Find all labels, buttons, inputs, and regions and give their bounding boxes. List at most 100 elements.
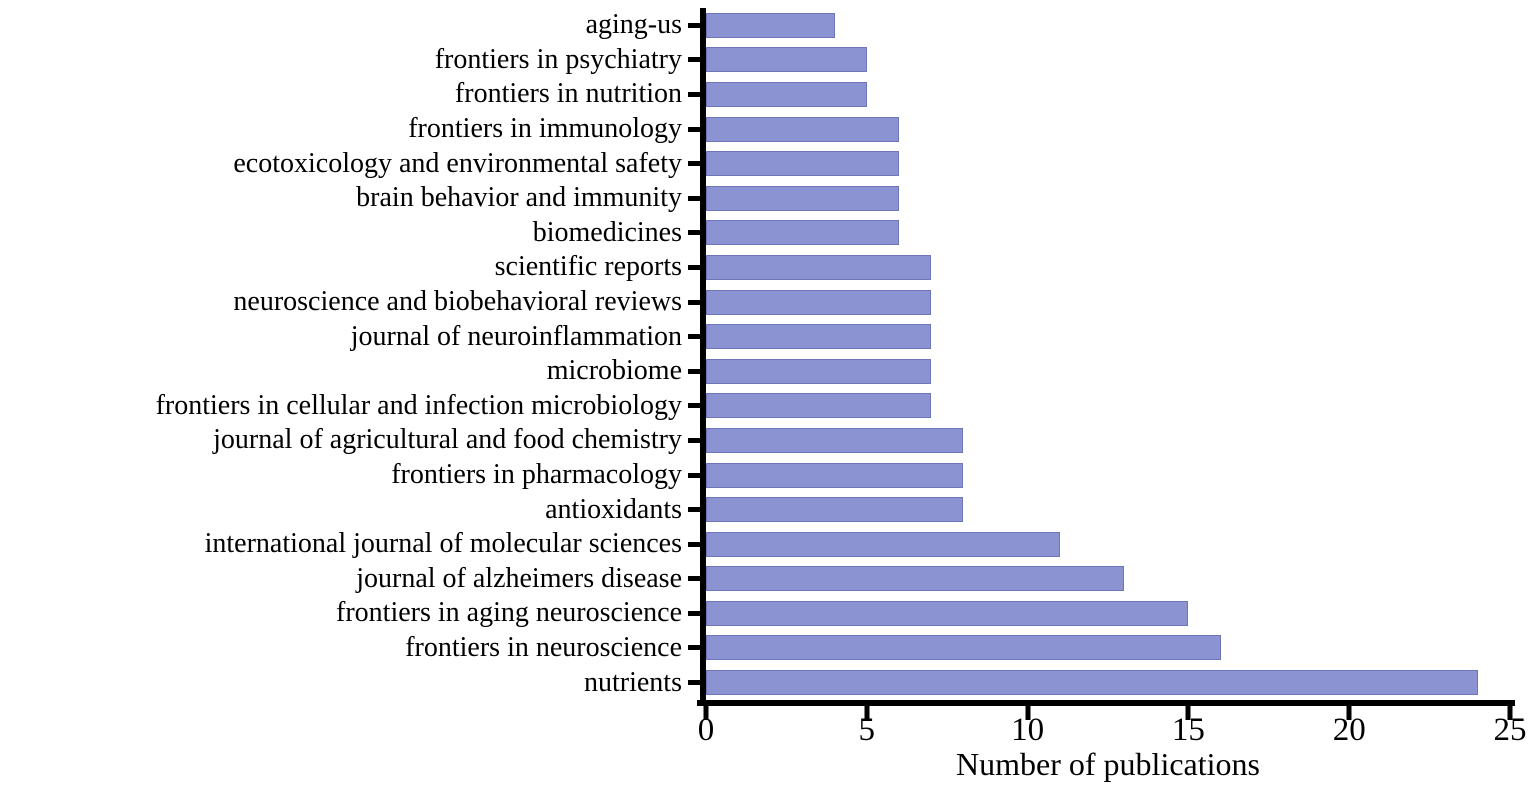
plot-cell: [700, 146, 1510, 181]
bar-row: frontiers in nutrition: [0, 77, 1535, 112]
bar: [706, 427, 964, 453]
y-axis-tick: [688, 403, 700, 409]
category-label: frontiers in immunology: [408, 113, 682, 145]
category-label: ecotoxicology and environmental safety: [233, 147, 682, 179]
bar: [706, 151, 899, 177]
category-label: neuroscience and biobehavioral reviews: [233, 286, 682, 318]
bar-row: journal of neuroinflammation: [0, 319, 1535, 354]
category-label: nutrients: [584, 666, 682, 698]
category-label: microbiome: [546, 355, 682, 387]
x-axis-tick-label: 0: [697, 712, 715, 748]
x-axis-tick: [1025, 706, 1031, 720]
bar-row: frontiers in psychiatry: [0, 42, 1535, 78]
y-axis-tick: [688, 368, 700, 374]
bar-row: neuroscience and biobehavioral reviews: [0, 284, 1535, 320]
category-label: frontiers in nutrition: [454, 78, 682, 110]
bar: [706, 185, 899, 211]
bar: [706, 497, 964, 523]
plot-cell: [700, 284, 1510, 320]
plot-cell: [700, 77, 1510, 112]
y-axis-tick: [688, 472, 700, 478]
x-axis-tick: [1185, 706, 1191, 720]
category-label: antioxidants: [545, 493, 682, 525]
bar: [706, 670, 1478, 696]
category-label: frontiers in cellular and infection micr…: [155, 389, 682, 421]
bar: [706, 289, 932, 315]
bar-row: scientific reports: [0, 250, 1535, 285]
y-axis-tick: [688, 195, 700, 201]
bar: [706, 12, 835, 38]
y-axis-tick: [688, 230, 700, 236]
bar-row: frontiers in aging neuroscience: [0, 596, 1535, 631]
plot-cell: [700, 561, 1510, 597]
plot-cell: [700, 8, 1510, 43]
y-axis-tick: [688, 645, 700, 651]
y-axis-tick: [688, 22, 700, 28]
plot-cell: [700, 457, 1510, 493]
plot-cell: [700, 596, 1510, 631]
x-axis-tick: [1346, 706, 1352, 720]
category-label: scientific reports: [494, 251, 682, 283]
y-axis-tick: [688, 680, 700, 686]
category-label: frontiers in neuroscience: [405, 631, 682, 663]
bar-row: international journal of molecular scien…: [0, 526, 1535, 562]
y-axis-tick: [688, 299, 700, 305]
y-axis-tick: [688, 576, 700, 582]
x-axis-tick-label: 5: [858, 712, 876, 748]
y-axis-tick: [688, 161, 700, 167]
bar-row: frontiers in neuroscience: [0, 630, 1535, 666]
x-axis-title: Number of publications: [956, 746, 1260, 782]
category-label: international journal of molecular scien…: [204, 528, 682, 560]
y-axis-tick: [688, 91, 700, 97]
plot-cell: [700, 492, 1510, 527]
bar: [706, 324, 932, 350]
bar: [706, 47, 867, 73]
plot-cell: [700, 42, 1510, 78]
bar-row: journal of alzheimers disease: [0, 561, 1535, 597]
bar: [706, 116, 899, 142]
x-axis-tick-labels: 0 5 10 15 20 25: [698, 712, 1527, 750]
bar-row: microbiome: [0, 353, 1535, 389]
x-axis-tick: [1507, 706, 1513, 720]
x-axis-tick-label: 15: [1171, 712, 1205, 748]
bar-row: ecotoxicology and environmental safety: [0, 146, 1535, 181]
y-axis-tick: [688, 541, 700, 547]
y-axis-tick: [688, 264, 700, 270]
bar: [706, 635, 1221, 661]
bar-row: antioxidants: [0, 492, 1535, 527]
category-label: biomedicines: [532, 216, 682, 248]
bar: [706, 531, 1060, 557]
x-axis-tick-label: 10: [1011, 712, 1045, 748]
category-label: brain behavior and immunity: [356, 182, 682, 214]
bar: [706, 220, 899, 246]
x-axis-tick-label: 25: [1493, 712, 1527, 748]
bar-row: frontiers in immunology: [0, 111, 1535, 147]
bar: [706, 393, 932, 419]
bar-row: nutrients: [0, 665, 1535, 700]
x-axis-line: [697, 700, 1515, 706]
bar: [706, 566, 1125, 592]
plot-cell: [700, 250, 1510, 285]
y-axis-tick: [688, 610, 700, 616]
y-axis-tick: [688, 57, 700, 63]
bar-row: biomedicines: [0, 215, 1535, 251]
category-label: frontiers in aging neuroscience: [336, 597, 682, 629]
category-label: journal of alzheimers disease: [356, 562, 682, 594]
bar-rows: aging-us frontiers in psychiatry frontiers…: [0, 8, 1535, 700]
bar: [706, 254, 932, 280]
category-label: journal of neuroinflammation: [350, 320, 682, 352]
plot-cell: [700, 630, 1510, 666]
y-axis-tick: [688, 334, 700, 340]
bar-row: aging-us: [0, 8, 1535, 43]
y-axis-tick: [688, 437, 700, 443]
y-axis-tick: [688, 126, 700, 132]
x-axis-tick: [864, 706, 870, 720]
bar-row: frontiers in pharmacology: [0, 457, 1535, 493]
category-label: frontiers in psychiatry: [434, 43, 682, 75]
bar-row: journal of agricultural and food chemist…: [0, 423, 1535, 458]
category-label: aging-us: [585, 9, 682, 41]
plot-cell: [700, 665, 1510, 700]
category-label: journal of agricultural and food chemist…: [213, 424, 682, 456]
x-axis-tick-label: 20: [1332, 712, 1366, 748]
